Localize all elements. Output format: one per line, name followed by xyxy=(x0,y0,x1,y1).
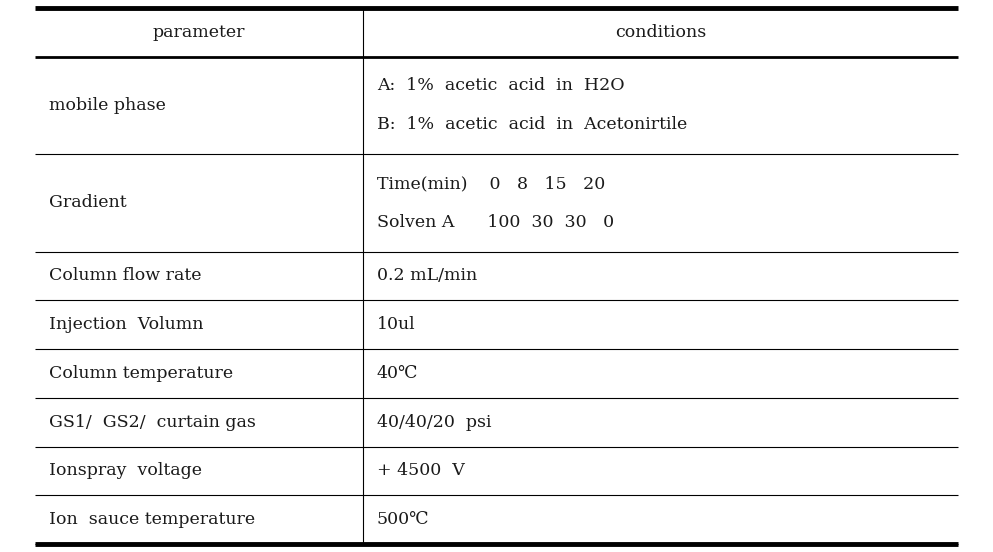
Text: parameter: parameter xyxy=(153,24,245,41)
Text: 40℃: 40℃ xyxy=(376,365,418,382)
Text: Time(min)    0   8   15   20: Time(min) 0 8 15 20 xyxy=(376,175,605,192)
Text: B:  1%  acetic  acid  in  Acetonirtile: B: 1% acetic acid in Acetonirtile xyxy=(376,116,687,134)
Text: Solven A      100  30  30   0: Solven A 100 30 30 0 xyxy=(376,214,614,231)
Text: 40/40/20  psi: 40/40/20 psi xyxy=(376,413,492,431)
Text: Ion  sauce temperature: Ion sauce temperature xyxy=(49,511,255,528)
Text: + 4500  V: + 4500 V xyxy=(376,463,465,479)
Text: 10ul: 10ul xyxy=(376,316,415,333)
Text: Column temperature: Column temperature xyxy=(49,365,233,382)
Text: A:  1%  acetic  acid  in  H2O: A: 1% acetic acid in H2O xyxy=(376,77,625,94)
Text: Injection  Volumn: Injection Volumn xyxy=(49,316,204,333)
Text: 0.2 mL/min: 0.2 mL/min xyxy=(376,268,477,284)
Text: Gradient: Gradient xyxy=(49,194,127,211)
Text: Ionspray  voltage: Ionspray voltage xyxy=(49,463,202,479)
Text: Column flow rate: Column flow rate xyxy=(49,268,202,284)
Text: conditions: conditions xyxy=(615,24,706,41)
Text: 500℃: 500℃ xyxy=(376,511,429,528)
Text: GS1/  GS2/  curtain gas: GS1/ GS2/ curtain gas xyxy=(49,413,256,431)
Text: mobile phase: mobile phase xyxy=(49,97,166,114)
